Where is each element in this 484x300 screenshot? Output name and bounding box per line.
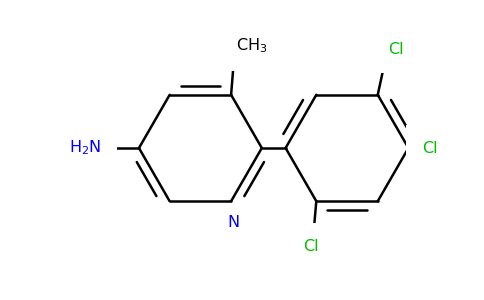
Text: Cl: Cl bbox=[423, 140, 438, 155]
Text: H$_2$N: H$_2$N bbox=[69, 139, 101, 158]
Text: Cl: Cl bbox=[388, 42, 403, 57]
Text: Cl: Cl bbox=[303, 239, 319, 254]
Text: CH$_3$: CH$_3$ bbox=[236, 37, 268, 55]
Text: N: N bbox=[227, 215, 239, 230]
